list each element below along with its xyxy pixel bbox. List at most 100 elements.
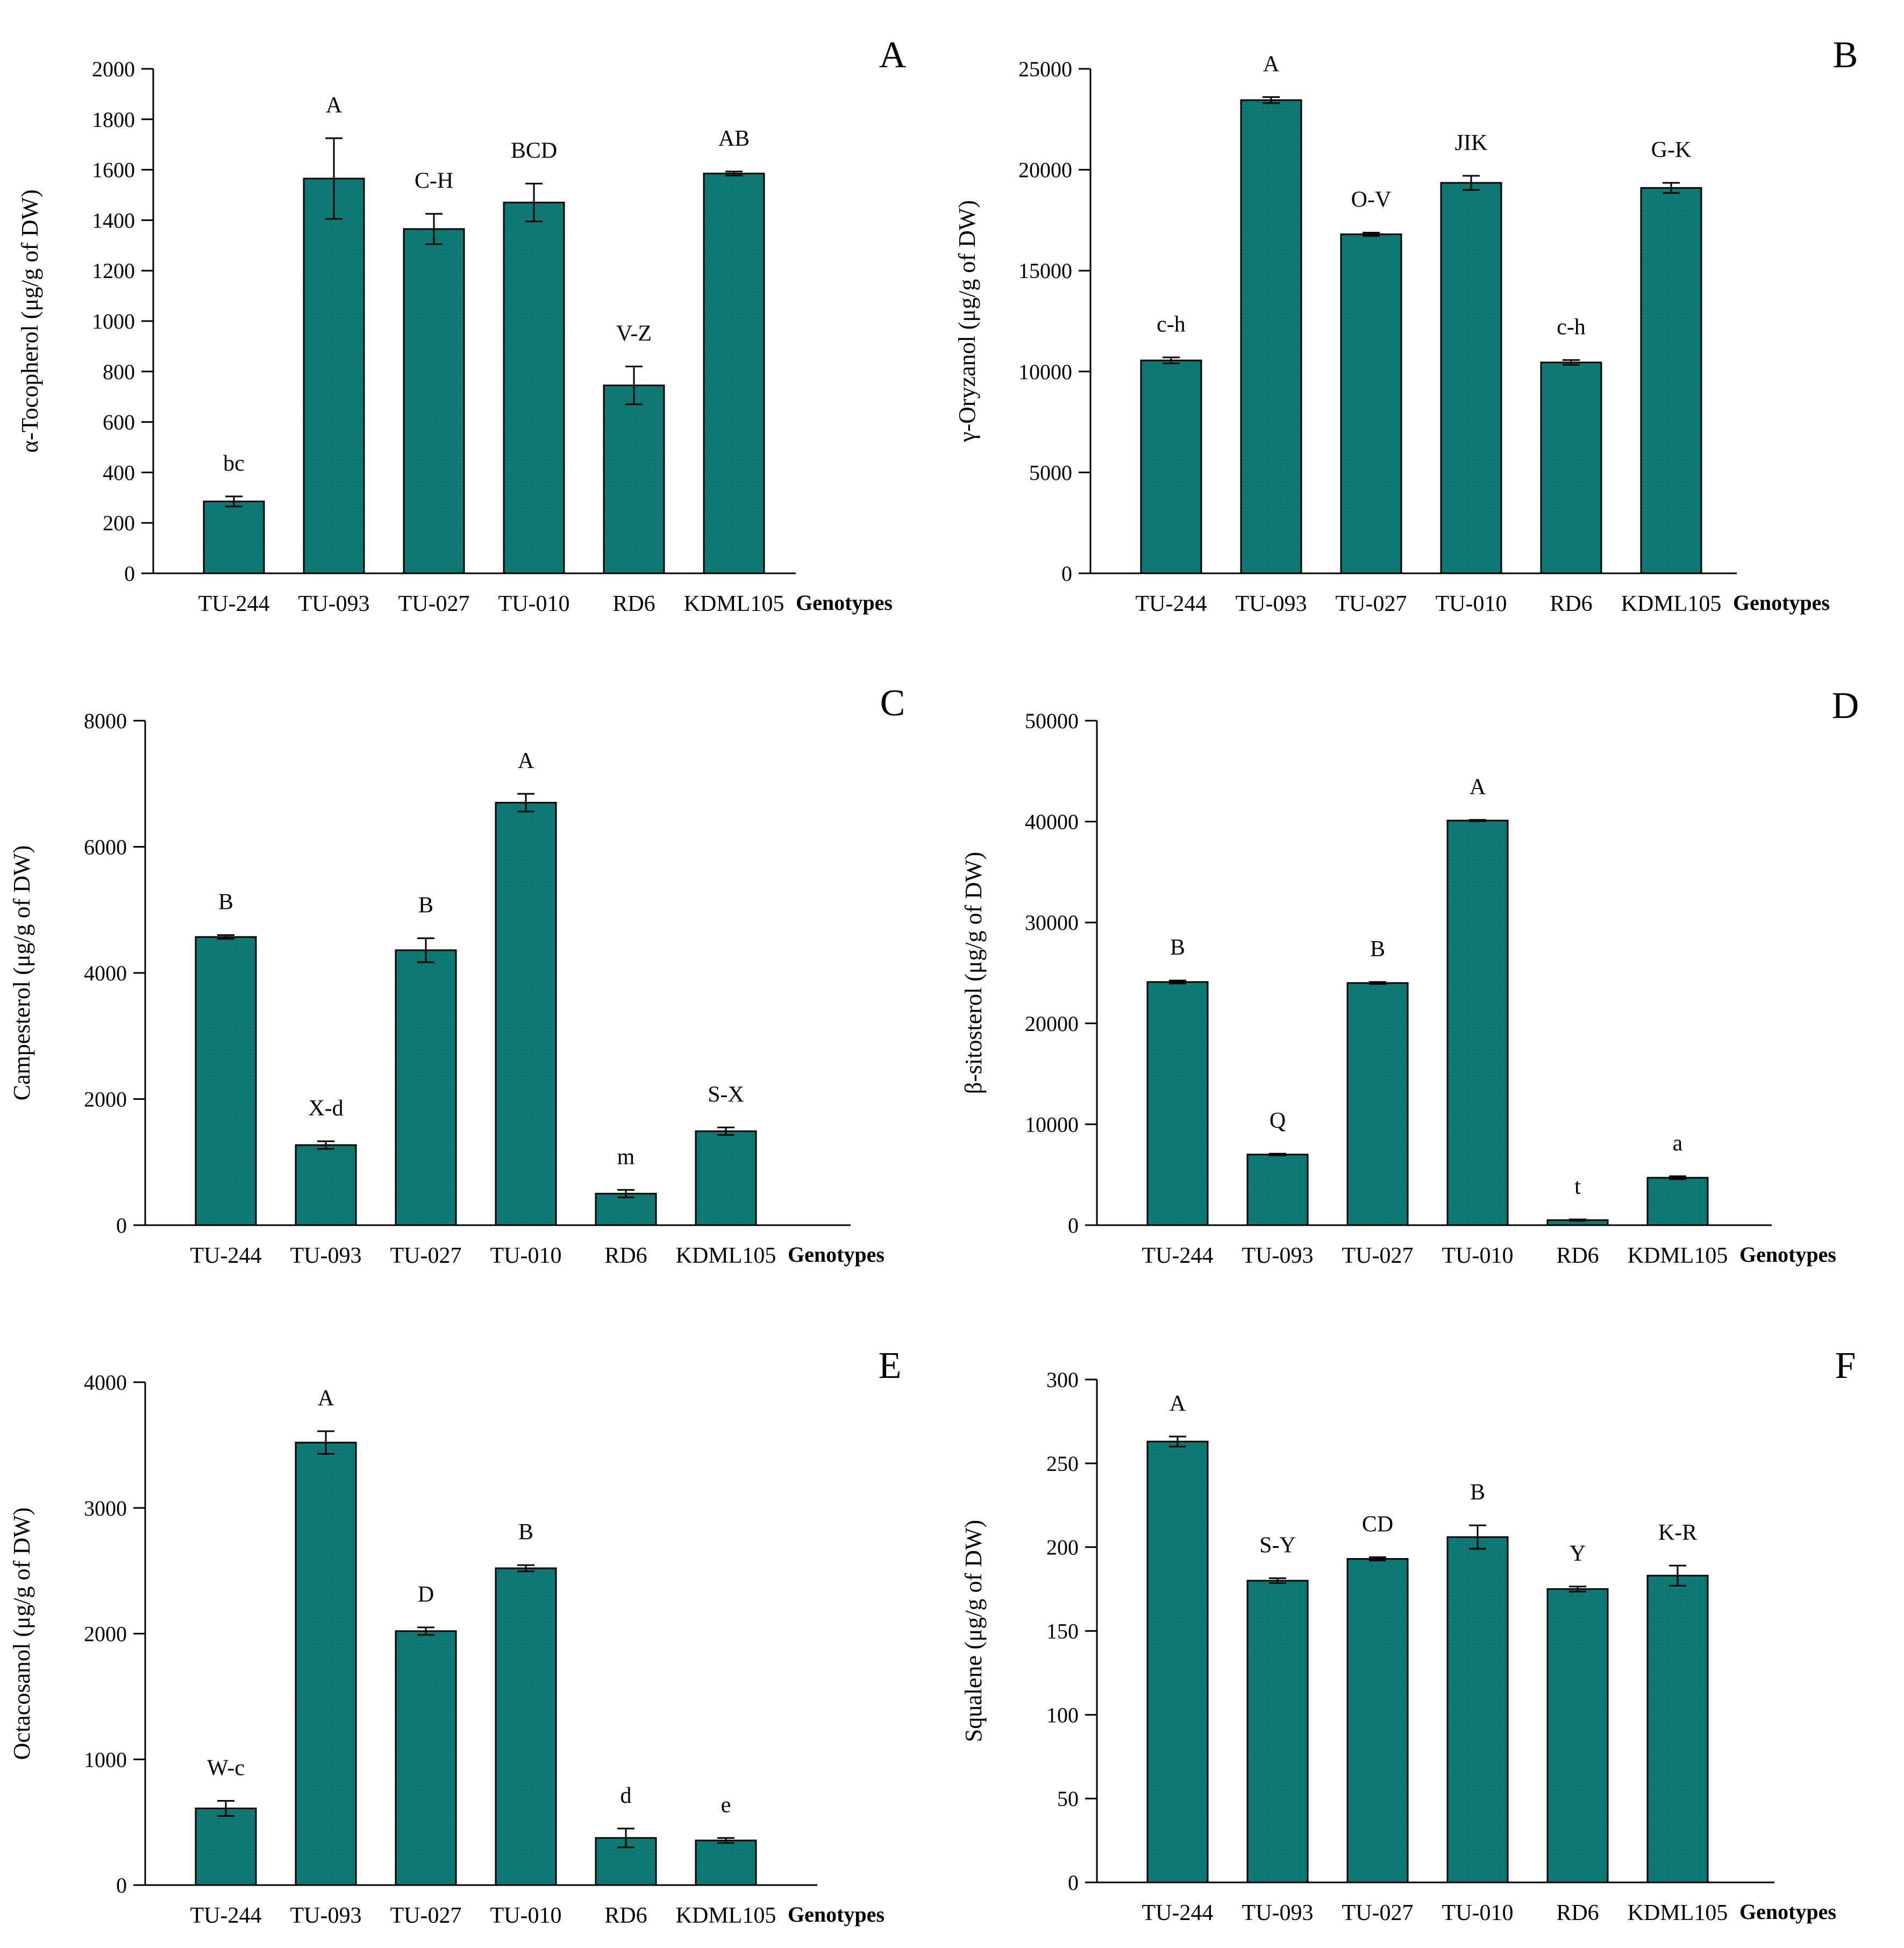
- chart-d-bar-3: [1446, 820, 1509, 1226]
- chart-b-significance-label-5: G-K: [1651, 138, 1692, 162]
- chart-e-x-tick-label-4: RD6: [604, 1903, 647, 1928]
- chart-c-x-tick-label-2: TU-027: [390, 1243, 462, 1268]
- chart-c-bar-2: [395, 949, 457, 1226]
- chart-f-x-tick-label-3: TU-010: [1442, 1901, 1514, 1925]
- chart-c-bar-4: [595, 1192, 657, 1226]
- chart-b-bar-3: [1440, 182, 1502, 574]
- chart-e-y-tick-label-3: 3000: [84, 1496, 127, 1520]
- chart-b-y-tick-label-2: 10000: [1018, 360, 1072, 384]
- chart-c-panel-letter: C: [880, 682, 905, 724]
- chart-f-x-tick-label-2: TU-027: [1342, 1901, 1414, 1925]
- chart-c-x-axis-title: Genotypes: [788, 1242, 885, 1267]
- chart-f-bar-2: [1346, 1558, 1409, 1883]
- chart-a-significance-label-5: AB: [718, 126, 750, 151]
- chart-b-bar-5: [1640, 187, 1702, 574]
- chart-e-x-tick-label-0: TU-244: [190, 1903, 262, 1928]
- chart-e-significance-label-1: A: [318, 1386, 334, 1411]
- chart-a-y-tick-label-8: 1600: [92, 158, 135, 182]
- chart-a-bar-5: [703, 173, 765, 574]
- chart-f-y-tick-label-6: 300: [1046, 1368, 1079, 1392]
- chart-a-x-tick-label-5: KDML105: [684, 592, 785, 616]
- chart-d-bar-2: [1346, 982, 1409, 1226]
- chart-f-significance-label-2: CD: [1362, 1512, 1393, 1537]
- chart-a-significance-label-3: BCD: [511, 138, 557, 163]
- chart-b-x-axis-title: Genotypes: [1733, 591, 1830, 615]
- chart-d-significance-label-3: A: [1470, 774, 1486, 799]
- chart-c-y-tick-label-3: 6000: [84, 835, 127, 859]
- chart-b-bar-1: [1240, 99, 1302, 574]
- chart-a-y-tick-label-4: 800: [103, 360, 135, 384]
- chart-f-y-axis-title: Squalene (μg/g of DW): [960, 1520, 987, 1742]
- chart-b-significance-label-3: JIK: [1455, 131, 1488, 155]
- chart-f-significance-label-5: K-R: [1658, 1520, 1697, 1545]
- chart-f-x-tick-label-1: TU-093: [1242, 1901, 1314, 1925]
- chart-a-bar-0: [203, 500, 265, 574]
- chart-a-y-tick-label-7: 1400: [92, 208, 135, 232]
- chart-b-x-tick-label-1: TU-093: [1236, 592, 1307, 616]
- chart-d-significance-label-2: B: [1370, 937, 1385, 962]
- chart-d-x-axis-title: Genotypes: [1739, 1242, 1836, 1267]
- chart-a-x-axis-title: Genotypes: [796, 591, 893, 615]
- chart-e-panel-letter: E: [879, 1345, 902, 1387]
- chart-a-y-tick-label-3: 600: [103, 410, 135, 435]
- chart-b-significance-label-1: A: [1263, 52, 1280, 77]
- chart-e-y-tick-label-0: 0: [116, 1873, 127, 1897]
- chart-e-x-tick-label-3: TU-010: [490, 1903, 562, 1928]
- chart-b-y-tick-label-4: 20000: [1018, 158, 1072, 182]
- chart-d-x-tick-label-3: TU-010: [1442, 1243, 1514, 1268]
- chart-b-x-tick-label-5: KDML105: [1621, 592, 1722, 616]
- chart-a-y-tick-label-1: 200: [103, 511, 135, 535]
- chart-d-significance-label-0: B: [1170, 935, 1185, 960]
- chart-a-x-tick-label-1: TU-093: [298, 592, 370, 616]
- chart-d-bar-1: [1246, 1154, 1309, 1226]
- chart-a-panel-letter: A: [879, 34, 907, 76]
- chart-a-x-tick-label-0: TU-244: [198, 592, 270, 616]
- chart-c-y-tick-label-0: 0: [116, 1213, 127, 1238]
- chart-f-y-tick-label-1: 50: [1057, 1787, 1079, 1811]
- chart-c-x-tick-label-0: TU-244: [190, 1243, 262, 1268]
- chart-d-y-tick-label-1: 10000: [1025, 1112, 1079, 1136]
- chart-a-y-axis-title: α-Tocopherol (μg/g of DW): [17, 189, 43, 453]
- chart-b-panel-letter: B: [1833, 34, 1858, 76]
- chart-d-y-tick-label-2: 20000: [1025, 1012, 1079, 1036]
- chart-a-y-tick-label-0: 0: [124, 561, 135, 586]
- chart-a-y-tick-label-9: 1800: [92, 108, 135, 132]
- chart-b-x-tick-label-3: TU-010: [1436, 592, 1507, 616]
- chart-c-x-tick-label-3: TU-010: [490, 1243, 562, 1268]
- chart-c-y-tick-label-4: 8000: [84, 709, 127, 733]
- chart-c-y-tick-label-2: 4000: [84, 961, 127, 985]
- chart-c-bar-0: [195, 936, 257, 1226]
- chart-d-x-tick-label-0: TU-244: [1142, 1243, 1214, 1268]
- chart-c-significance-label-3: A: [518, 749, 534, 773]
- chart-b-bar-0: [1140, 359, 1202, 574]
- chart-c-bar-3: [495, 801, 557, 1226]
- chart-f-significance-label-1: S-Y: [1259, 1533, 1296, 1558]
- chart-e-bar-1: [295, 1441, 357, 1886]
- chart-b-y-tick-label-3: 15000: [1018, 259, 1072, 283]
- chart-f-x-tick-label-5: KDML105: [1628, 1901, 1728, 1925]
- chart-b-significance-label-2: O-V: [1351, 188, 1392, 212]
- chart-f-y-tick-label-4: 200: [1046, 1535, 1079, 1560]
- chart-c-significance-label-1: X-d: [308, 1096, 343, 1121]
- chart-c-x-tick-label-4: RD6: [604, 1243, 647, 1268]
- chart-a-y-tick-label-2: 400: [103, 460, 135, 485]
- chart-a-y-tick-label-6: 1200: [92, 259, 135, 283]
- chart-e-bar-2: [395, 1630, 457, 1886]
- chart-e-significance-label-3: B: [518, 1520, 533, 1545]
- chart-d-x-tick-label-5: KDML105: [1628, 1243, 1728, 1268]
- chart-b-bar-4: [1540, 361, 1602, 574]
- chart-d-y-axis-title: β-sitosterol (μg/g of DW): [960, 852, 987, 1094]
- chart-c-bar-1: [295, 1144, 357, 1226]
- chart-d-bar-0: [1146, 981, 1209, 1226]
- chart-b-x-tick-label-0: TU-244: [1136, 592, 1207, 616]
- chart-a-x-tick-label-3: TU-010: [498, 592, 570, 616]
- chart-f: 0 50 100 150 200 250 300 Squalene (μg/g of DW) A…: [960, 1345, 1856, 1925]
- chart-e-significance-label-0: W-c: [207, 1755, 245, 1780]
- chart-e-x-tick-label-1: TU-093: [290, 1903, 362, 1928]
- chart-b-y-tick-label-0: 0: [1061, 561, 1072, 586]
- chart-a-significance-label-2: C-H: [415, 169, 453, 194]
- chart-e-bar-3: [495, 1567, 557, 1886]
- chart-a-significance-label-1: A: [326, 93, 343, 118]
- chart-a-x-tick-label-4: RD6: [612, 592, 655, 616]
